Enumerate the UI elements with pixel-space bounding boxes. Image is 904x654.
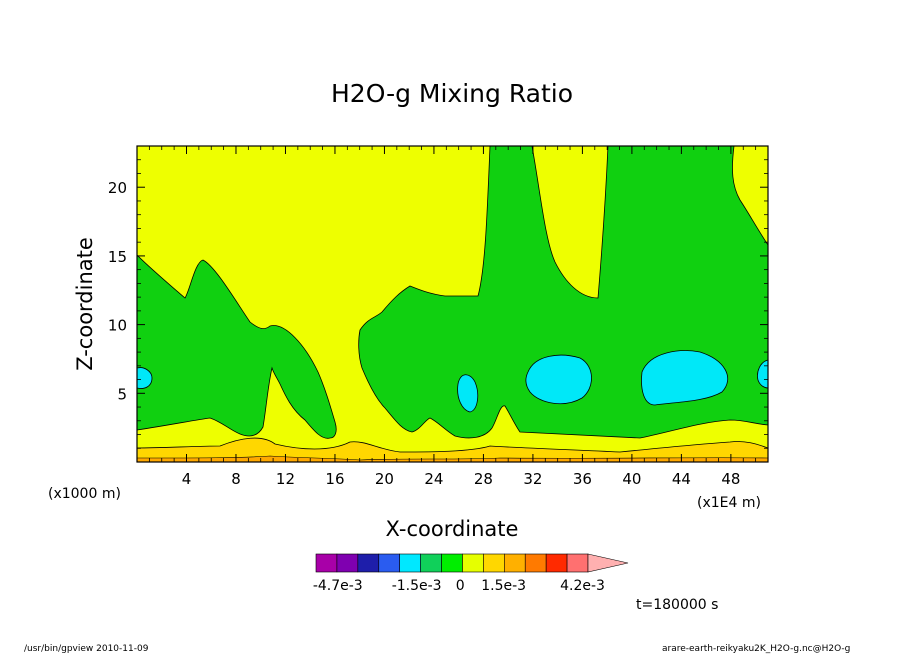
y-axis-label: Z-coordinate: [73, 237, 97, 371]
x-tick-label: 32: [523, 470, 542, 488]
colorbar-swatch: [357, 553, 380, 573]
x-tick-label: 44: [672, 470, 691, 488]
region-cyan-4: [641, 350, 729, 406]
x-unit-right-label: (x1E4 m): [697, 495, 761, 511]
region-green: [137, 146, 768, 439]
y-tick-label: 5: [117, 385, 127, 403]
colorbar-swatch: [566, 553, 589, 573]
chart-title: H2O-g Mixing Ratio: [331, 79, 573, 108]
colorbar-tick-label: 0: [456, 578, 465, 594]
y-tick-label: 10: [108, 317, 127, 335]
plot-frame: [136, 145, 769, 463]
colorbar-tick-label: 4.2e-3: [560, 578, 605, 594]
colorbar-swatch: [483, 553, 505, 573]
colorbar-swatch: [399, 553, 421, 573]
x-tick-label: 20: [375, 470, 394, 488]
region-cyan-3: [525, 354, 592, 405]
x-tick-label: 4: [182, 470, 192, 488]
footer-right: arare-earth-reikyaku2K_H2O-g.nc@H2O-g: [662, 644, 850, 654]
time-label: t=180000 s: [636, 597, 718, 613]
region-cyan-1: [137, 367, 153, 389]
x-tick-label: 12: [276, 470, 295, 488]
colorbar-swatch: [545, 553, 568, 573]
footer-left: /usr/bin/gpview 2010-11-09: [24, 644, 149, 654]
colorbar-swatch: [441, 553, 463, 573]
y-tick-label: 20: [108, 179, 127, 197]
colorbar-swatch: [504, 553, 526, 573]
colorbar: -4.7e-3 -1.5e-3 0 1.5e-3 4.2e-3: [313, 553, 629, 594]
colorbar-tick-label: 1.5e-3: [481, 578, 526, 594]
x-tick-label: 40: [622, 470, 641, 488]
x-tick-label: 28: [474, 470, 493, 488]
y-tick-label: 15: [108, 248, 127, 266]
region-orange: [137, 455, 768, 462]
colorbar-swatch: [315, 553, 338, 573]
colorbar-swatch: [336, 553, 359, 573]
x-tick-label: 16: [325, 470, 344, 488]
x-tick-label: 24: [424, 470, 443, 488]
x-tick-label: 48: [721, 470, 740, 488]
colorbar-arrow: [587, 553, 629, 573]
x-tick-label: 36: [573, 470, 592, 488]
colorbar-tick-label: -4.7e-3: [313, 578, 363, 594]
x-unit-left-label: (x1000 m): [48, 486, 121, 502]
region-cyan-2: [457, 374, 479, 413]
colorbar-tick-label: -1.5e-3: [392, 578, 442, 594]
colorbar-swatch: [462, 553, 484, 573]
x-tick-label: 8: [231, 470, 241, 488]
colorbar-swatch: [378, 553, 400, 573]
colorbar-swatch: [420, 553, 442, 573]
region-light-orange: [137, 437, 768, 462]
colorbar-swatch: [524, 553, 547, 573]
x-axis-label: X-coordinate: [386, 517, 519, 541]
region-cyan-5: [757, 359, 768, 389]
